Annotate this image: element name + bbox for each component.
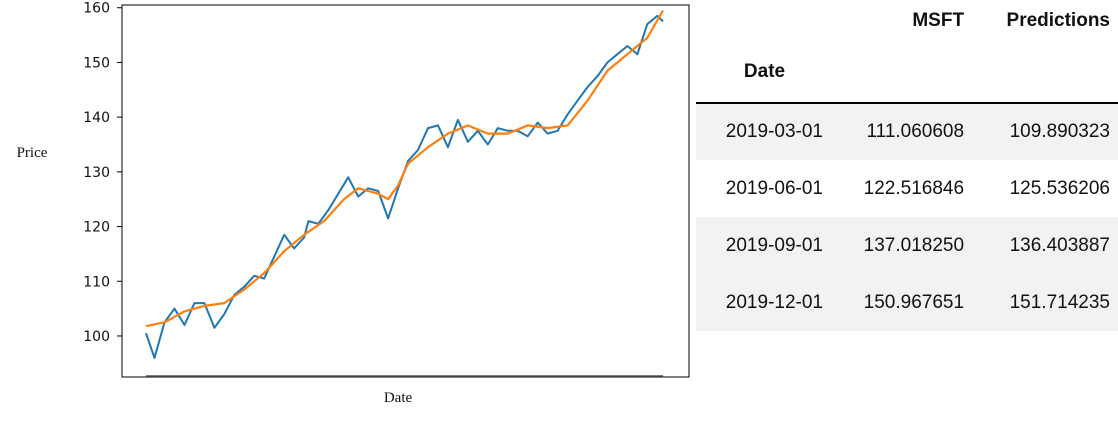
index-name-row: Date <box>696 42 1118 104</box>
y-tick-label: 120 <box>83 220 110 236</box>
cell-msft: 122.516846 <box>863 177 965 199</box>
index-header-date: Date <box>696 42 833 104</box>
y-axis: 100 110 120 130 140 150 160 <box>83 1 663 377</box>
cell-msft: 137.018250 <box>863 234 965 256</box>
y-tick-label: 140 <box>83 110 110 126</box>
row-date: 2019-03-01 <box>725 121 823 142</box>
y-tick-label: 150 <box>83 55 110 71</box>
y-tick-label: 100 <box>83 329 110 345</box>
row-date: 2019-12-01 <box>725 291 823 313</box>
row-date: 2019-06-01 <box>725 177 823 199</box>
table-row: 2019-03-01 111.060608 109.890323 <box>696 103 1118 160</box>
table-row: 2019-09-01 137.018250 136.403887 <box>696 217 1118 274</box>
y-tick-label: 110 <box>83 274 110 290</box>
y-tick-label: 160 <box>83 1 110 17</box>
column-header-predictions: Predictions <box>1006 10 1110 31</box>
empty-cell <box>976 42 1118 104</box>
predictions-table: MSFT Predictions Date 2019-03-01 111.060… <box>696 0 1118 331</box>
cell-msft: 111.060608 <box>866 121 965 142</box>
cell-predictions: 125.536206 <box>1009 177 1110 199</box>
cell-predictions: 151.714235 <box>1009 291 1110 313</box>
table-row: 2019-12-01 150.967651 151.714235 <box>696 274 1118 331</box>
column-header-msft: MSFT <box>912 10 965 31</box>
series-line-predictions <box>145 9 664 328</box>
cell-msft: 150.967651 <box>863 291 965 313</box>
plot-lines <box>145 9 664 359</box>
row-date: 2019-09-01 <box>725 234 823 256</box>
y-axis-label: Price <box>17 145 48 161</box>
empty-cell <box>833 42 977 104</box>
column-header-row: MSFT Predictions <box>696 0 1118 42</box>
line-chart: 100 110 120 130 140 150 160 Price Date <box>17 1 690 406</box>
predictions-table-container: MSFT Predictions Date 2019-03-01 111.060… <box>696 0 1118 331</box>
blank-corner-cell <box>696 0 833 42</box>
table-row: 2019-06-01 122.516846 125.536206 <box>696 160 1118 217</box>
y-tick-label: 130 <box>83 165 110 181</box>
x-axis-label: Date <box>384 390 413 406</box>
cell-predictions: 109.890323 <box>1009 121 1110 142</box>
plot-area <box>121 4 690 378</box>
cell-predictions: 136.403887 <box>1009 234 1110 256</box>
